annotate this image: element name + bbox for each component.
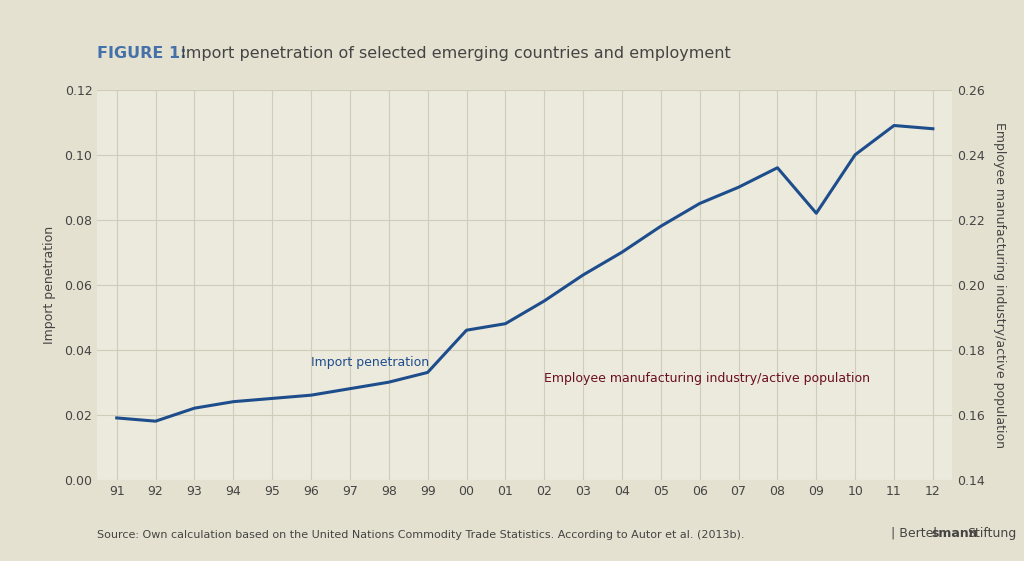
Text: FIGURE 1:: FIGURE 1: [97, 45, 186, 61]
Y-axis label: Employee manufacturing industry/active population: Employee manufacturing industry/active p… [993, 122, 1007, 448]
Text: Stiftung: Stiftung [967, 527, 1016, 540]
Text: Import penetration of selected emerging countries and employment: Import penetration of selected emerging … [181, 45, 731, 61]
Text: Employee manufacturing industry/active population: Employee manufacturing industry/active p… [544, 373, 870, 385]
Text: Import penetration: Import penetration [311, 356, 429, 369]
Text: | Bertel: | Bertel [891, 527, 937, 540]
Text: smann: smann [932, 527, 979, 540]
Y-axis label: Import penetration: Import penetration [43, 226, 56, 344]
Text: Source: Own calculation based on the United Nations Commodity Trade Statistics. : Source: Own calculation based on the Uni… [97, 530, 744, 540]
